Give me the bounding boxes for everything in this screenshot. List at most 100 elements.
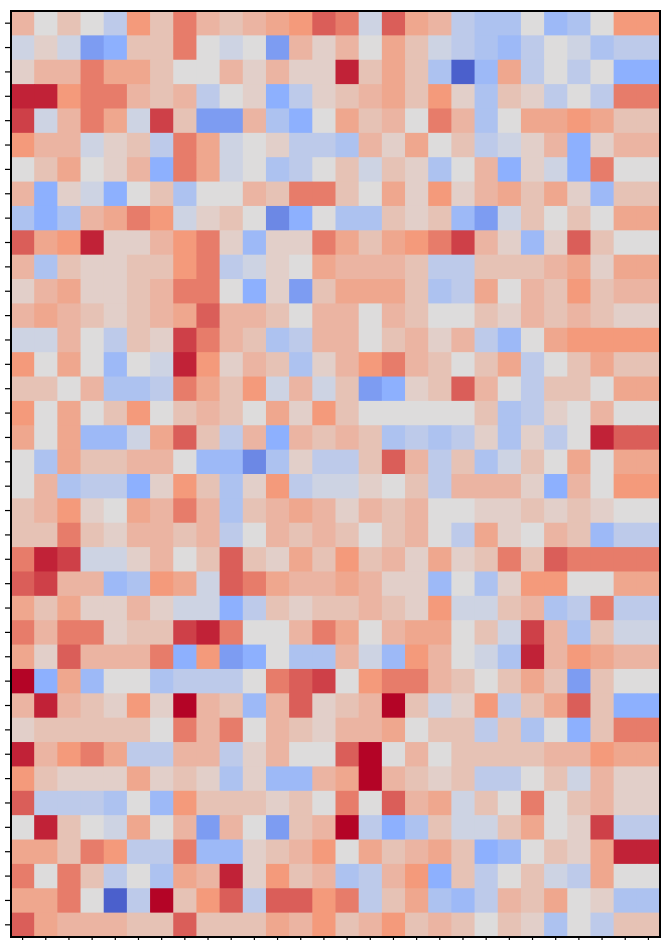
- heatmap-cell: [150, 888, 174, 914]
- heatmap-cell: [103, 644, 128, 670]
- heatmap-cell: [358, 254, 383, 280]
- heatmap-cell: [57, 181, 82, 207]
- heatmap-cell: [497, 254, 522, 280]
- heatmap-cell: [103, 742, 128, 768]
- heatmap-cell: [567, 742, 592, 768]
- heatmap-cell: [335, 59, 360, 85]
- heatmap-cell: [428, 742, 452, 768]
- heatmap-cell: [219, 547, 244, 573]
- heatmap-cell: [428, 132, 452, 158]
- heatmap-cell: [126, 498, 151, 524]
- heatmap-cell: [381, 474, 406, 499]
- heatmap-cell: [196, 254, 221, 280]
- heatmap-cell: [613, 571, 638, 597]
- heatmap-cell: [544, 595, 568, 621]
- heatmap-cell: [497, 863, 522, 889]
- heatmap-cell: [613, 157, 638, 183]
- heatmap-cell: [497, 522, 522, 548]
- heatmap-cell: [520, 644, 545, 670]
- heatmap-cell: [428, 498, 452, 524]
- heatmap-cell: [544, 327, 568, 353]
- heatmap-cell: [335, 181, 360, 207]
- heatmap-cell: [497, 230, 522, 256]
- heatmap-cell: [126, 693, 151, 719]
- heatmap-cell: [335, 766, 360, 792]
- heatmap-cell: [11, 352, 35, 378]
- heatmap-cell: [405, 693, 429, 719]
- heatmap-cell: [80, 912, 105, 938]
- heatmap-cell: [636, 181, 661, 207]
- heatmap-cell: [520, 474, 545, 499]
- heatmap-cell: [451, 644, 476, 670]
- heatmap-cell: [451, 790, 476, 816]
- heatmap-cell: [289, 303, 313, 329]
- heatmap-cell: [636, 815, 661, 841]
- heatmap-cell: [520, 230, 545, 256]
- heatmap-cell: [219, 181, 244, 207]
- heatmap-cell: [289, 400, 313, 426]
- heatmap-cell: [428, 157, 452, 183]
- heatmap-cell: [80, 327, 105, 353]
- heatmap-cell: [312, 425, 337, 451]
- heatmap-cell: [497, 303, 522, 329]
- heatmap-cell: [335, 912, 360, 938]
- heatmap-cell: [173, 693, 198, 719]
- heatmap-cell: [590, 522, 615, 548]
- heatmap-cell: [57, 400, 82, 426]
- heatmap-cell: [590, 108, 615, 134]
- heatmap-cell: [590, 327, 615, 353]
- heatmap-cell: [451, 498, 476, 524]
- heatmap-cell: [405, 790, 429, 816]
- heatmap-cell: [567, 790, 592, 816]
- heatmap-cell: [335, 132, 360, 158]
- heatmap-cell: [312, 766, 337, 792]
- heatmap-cell: [335, 742, 360, 768]
- heatmap-cell: [196, 35, 221, 61]
- heatmap-cell: [636, 498, 661, 524]
- heatmap-cell: [520, 571, 545, 597]
- heatmap-cell: [242, 474, 267, 499]
- heatmap-cell: [289, 205, 313, 231]
- heatmap-cell: [11, 863, 35, 889]
- heatmap-cell: [265, 327, 290, 353]
- heatmap-cell: [57, 693, 82, 719]
- heatmap-cell: [34, 790, 58, 816]
- heatmap-cell: [196, 84, 221, 110]
- heatmap-cell: [57, 717, 82, 743]
- heatmap-cell: [196, 620, 221, 646]
- heatmap-cell: [11, 425, 35, 451]
- heatmap-cell: [150, 839, 174, 865]
- heatmap-cell: [80, 693, 105, 719]
- heatmap-cell: [335, 230, 360, 256]
- heatmap-cell: [173, 644, 198, 670]
- heatmap-cell: [335, 254, 360, 280]
- heatmap-cell: [544, 912, 568, 938]
- heatmap-cell: [80, 717, 105, 743]
- heatmap-cell: [219, 839, 244, 865]
- heatmap-cell: [474, 766, 499, 792]
- heatmap-cell: [451, 668, 476, 694]
- heatmap-cell: [34, 205, 58, 231]
- heatmap-cell: [567, 181, 592, 207]
- heatmap-cell: [196, 279, 221, 305]
- heatmap-cell: [11, 157, 35, 183]
- heatmap-cell: [567, 376, 592, 402]
- heatmap-cell: [80, 449, 105, 475]
- heatmap-cell: [451, 522, 476, 548]
- heatmap-cell: [405, 571, 429, 597]
- heatmap-cell: [474, 181, 499, 207]
- heatmap-cell: [219, 59, 244, 85]
- heatmap-cell: [57, 790, 82, 816]
- heatmap-cell: [80, 425, 105, 451]
- heatmap-cell: [381, 303, 406, 329]
- heatmap-cell: [80, 571, 105, 597]
- heatmap-cell: [451, 693, 476, 719]
- heatmap-cell: [428, 474, 452, 499]
- heatmap-cell: [219, 888, 244, 914]
- heatmap-cell: [196, 547, 221, 573]
- heatmap-cell: [126, 59, 151, 85]
- heatmap-cell: [544, 620, 568, 646]
- heatmap-cell: [34, 863, 58, 889]
- heatmap-cell: [590, 254, 615, 280]
- heatmap-cell: [242, 693, 267, 719]
